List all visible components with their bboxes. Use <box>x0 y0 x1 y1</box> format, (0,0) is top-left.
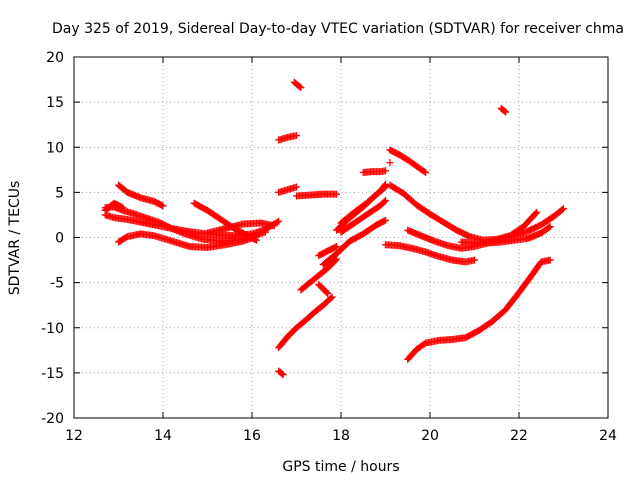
plot-frame <box>73 56 609 419</box>
series-arc-10 <box>275 132 300 144</box>
series-arc-27 <box>457 223 554 247</box>
series-arc-21 <box>359 167 389 177</box>
x-axis-label: GPS time / hours <box>282 459 399 475</box>
data-point <box>560 205 567 213</box>
data-point <box>382 167 389 175</box>
series-arc-4 <box>101 199 127 214</box>
data-point <box>279 371 287 379</box>
data-point <box>533 208 541 216</box>
series-arc-7 <box>204 219 278 237</box>
data-point <box>273 218 281 226</box>
y-tick-label: 15 <box>46 95 64 111</box>
data-point <box>293 132 300 140</box>
data-point <box>471 256 478 264</box>
x-tick-label: 18 <box>332 428 350 444</box>
x-tick-label: 14 <box>154 428 172 444</box>
series-arc-3 <box>115 181 167 210</box>
data-point <box>119 204 127 212</box>
data-point <box>422 169 430 177</box>
data-point <box>546 256 554 264</box>
y-tick-label: 20 <box>46 50 64 66</box>
series-arc-23 <box>386 146 430 177</box>
data-point <box>328 293 336 301</box>
x-tick-label: 16 <box>243 428 261 444</box>
data-point <box>252 236 260 244</box>
series-arc-20 <box>337 196 389 236</box>
x-tick-label: 24 <box>599 428 617 444</box>
data-point <box>558 206 566 214</box>
chart-title: Day 325 of 2019, Sidereal Day-to-day VTE… <box>52 21 624 37</box>
data-point <box>278 370 286 378</box>
data-point <box>380 198 388 206</box>
series-arc-13 <box>293 190 341 200</box>
x-tick-label: 22 <box>510 428 528 444</box>
series-arc-5 <box>115 230 260 251</box>
series-arc-8 <box>275 367 287 379</box>
data-point <box>382 216 389 224</box>
series-arc-16 <box>315 280 332 297</box>
y-tick-label: -20 <box>41 411 64 427</box>
series-arc-22 <box>386 159 394 167</box>
x-tick-label: 20 <box>421 428 439 444</box>
data-point <box>327 294 335 302</box>
data-point <box>420 168 428 176</box>
data-point <box>323 288 331 296</box>
data-point <box>296 83 304 91</box>
y-axis-label: SDTVAR / TECUs <box>7 181 23 296</box>
y-tick-label: 5 <box>55 185 64 201</box>
series-arc-29 <box>497 104 510 116</box>
data-point <box>545 224 553 232</box>
data-point <box>333 190 341 198</box>
data-point <box>270 222 278 230</box>
data-point <box>532 209 540 217</box>
data-point <box>382 180 389 188</box>
data-points <box>101 78 567 379</box>
data-point <box>502 108 510 116</box>
x-tick-label: 12 <box>65 428 83 444</box>
data-point <box>382 196 389 204</box>
axis-ticks: 12 14 16 18 20 22 24 -20 -15 -10 -5 0 5 10 15 20 <box>41 50 617 444</box>
y-tick-label: -5 <box>50 276 64 292</box>
y-tick-label: 0 <box>55 231 64 247</box>
y-tick-label: -10 <box>41 321 64 337</box>
series-arc-15 <box>319 216 389 269</box>
series-arc-28 <box>404 256 554 363</box>
data-point <box>386 159 394 167</box>
series-arc-19 <box>337 180 389 227</box>
data-point <box>261 228 269 236</box>
data-point <box>324 289 332 297</box>
data-point <box>501 107 509 115</box>
series-arc-12 <box>275 183 300 196</box>
data-point <box>297 84 305 92</box>
series-arc-11 <box>290 78 305 92</box>
data-point <box>293 183 300 191</box>
data-point <box>159 202 167 210</box>
series-arc-9 <box>275 293 336 352</box>
data-point <box>275 217 283 225</box>
y-tick-label: 10 <box>46 140 64 156</box>
series-arc-25 <box>382 241 478 266</box>
data-point <box>333 243 341 251</box>
y-tick-label: -15 <box>41 366 64 382</box>
data-point <box>546 223 554 231</box>
series-arc-17 <box>315 243 341 260</box>
